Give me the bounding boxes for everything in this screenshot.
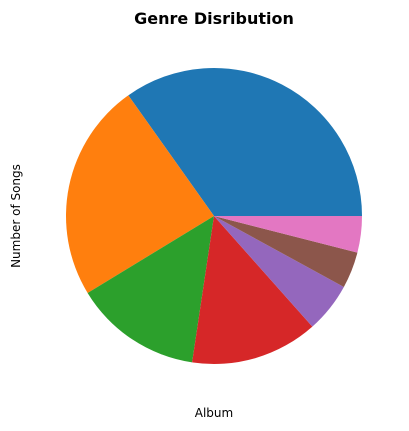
pie-slice-5 xyxy=(214,216,344,327)
pie-slice-6 xyxy=(214,216,358,287)
pie-slice-1 xyxy=(128,67,362,216)
y-axis-label: Number of Songs xyxy=(9,164,23,268)
pie-slice-4 xyxy=(192,216,313,364)
pie-slice-3 xyxy=(87,216,214,363)
pie-slice-2 xyxy=(66,95,215,293)
x-axis-label: Album xyxy=(195,406,233,420)
pie-slice-7 xyxy=(214,216,362,253)
pie xyxy=(66,67,362,364)
chart-title: Genre Disribution xyxy=(134,9,294,28)
